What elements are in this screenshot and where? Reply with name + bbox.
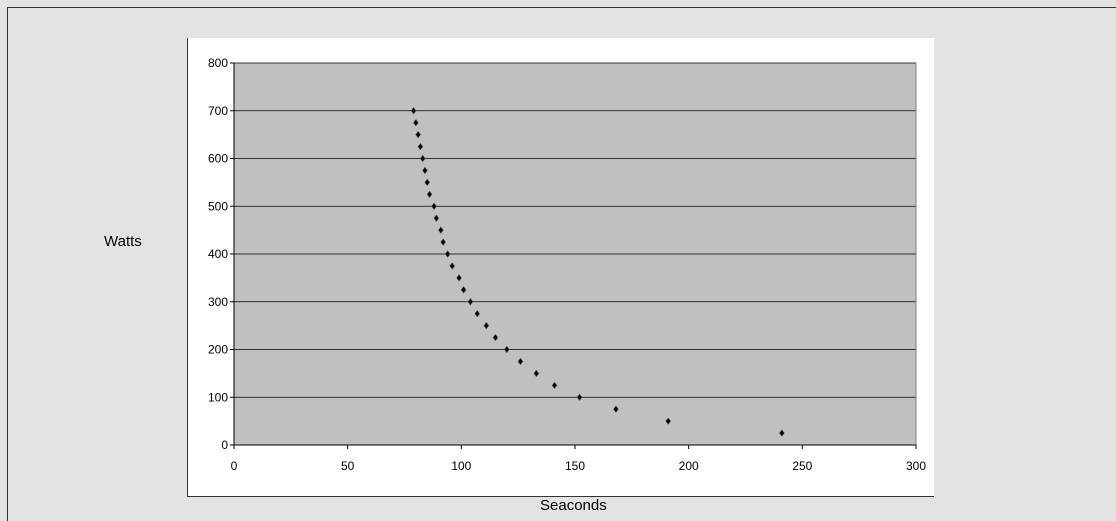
y-tick-label: 200	[208, 343, 228, 357]
axes	[230, 62, 917, 449]
data-point	[444, 250, 451, 258]
data-point	[449, 262, 456, 270]
data-point	[474, 309, 481, 318]
data-point	[410, 107, 417, 115]
data-point	[483, 321, 490, 330]
data-point	[460, 286, 467, 294]
y-axis-label: Watts	[104, 233, 142, 250]
data-point	[779, 429, 785, 437]
data-point	[417, 142, 424, 151]
x-tick-label: 50	[341, 459, 355, 473]
y-tick-label: 800	[208, 56, 228, 70]
data-point	[422, 166, 428, 175]
y-tick-label: 500	[208, 199, 228, 213]
y-tick-label: 700	[208, 104, 228, 118]
y-tick-label: 400	[208, 247, 228, 261]
y-tick-label: 100	[208, 390, 228, 404]
x-tick-label: 300	[906, 459, 926, 473]
data-point	[504, 345, 510, 354]
data-point	[419, 154, 426, 163]
data-point	[492, 333, 499, 342]
data-point	[576, 393, 583, 401]
x-tick-label: 250	[792, 459, 812, 473]
x-tick-label: 100	[451, 459, 471, 473]
y-tick-labels: 0 100 200 300 400 500 600 700 800	[208, 56, 228, 452]
data-point	[433, 214, 440, 222]
data-point	[665, 417, 671, 425]
data-point	[517, 357, 524, 366]
data-point	[426, 190, 433, 199]
data-point	[438, 226, 444, 234]
data-point	[613, 405, 619, 413]
data-point	[440, 238, 446, 246]
data-point	[456, 274, 462, 282]
data-points	[410, 107, 785, 437]
x-tick-label: 0	[231, 459, 238, 473]
data-point	[415, 130, 421, 139]
data-point	[551, 381, 558, 390]
y-tick-label: 600	[208, 152, 228, 166]
grid-lines	[234, 62, 917, 445]
data-point	[467, 298, 474, 306]
y-tick-label: 300	[208, 295, 228, 309]
x-tick-labels: 0 50 100 150 200 250 300	[231, 459, 927, 473]
data-point	[431, 202, 437, 210]
x-tick-label: 200	[679, 459, 699, 473]
y-tick-label: 0	[221, 438, 228, 452]
data-point	[424, 178, 431, 187]
data-point	[413, 118, 419, 127]
x-tick-label: 150	[565, 459, 585, 473]
x-axis-label: Seaconds	[540, 497, 607, 514]
data-point	[533, 369, 540, 378]
